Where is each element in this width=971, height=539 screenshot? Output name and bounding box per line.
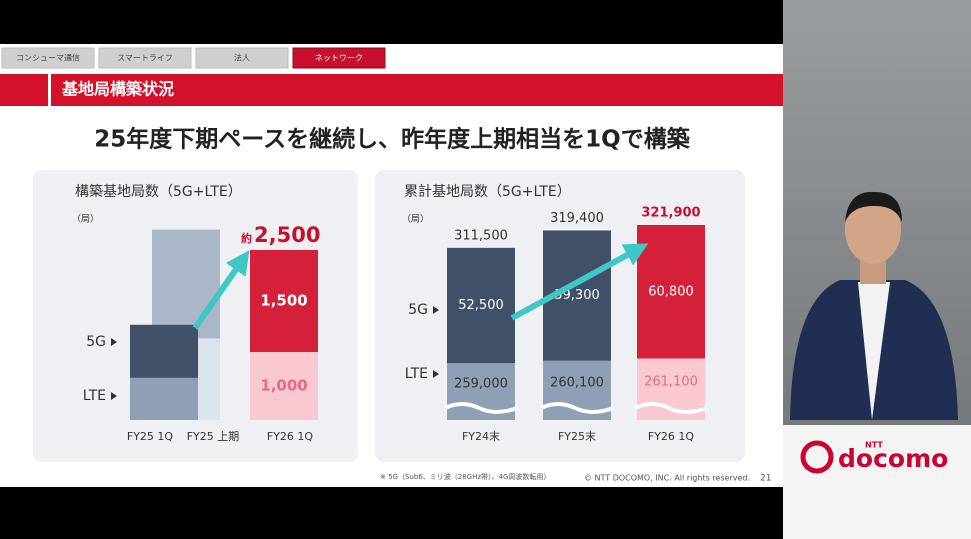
series-pointer — [433, 370, 439, 378]
value-label: 260,100 — [550, 375, 604, 390]
right-chart-title: 累計基地局数（5G+LTE） — [404, 183, 571, 200]
category-label: FY26 1Q — [648, 430, 695, 443]
value-label: 52,500 — [458, 298, 504, 313]
left-chart-title: 構築基地局数（5G+LTE） — [75, 183, 242, 200]
category-label: FY25 上期 — [187, 430, 240, 443]
category-label: FY24末 — [462, 429, 500, 443]
right-chart-unit: （局） — [402, 214, 429, 225]
series-pointer — [433, 306, 439, 314]
series-pointer — [111, 392, 117, 400]
category-label: FY26 1Q — [267, 430, 314, 443]
category-label: FY25末 — [558, 429, 596, 443]
series-label: LTE — [83, 388, 106, 404]
value-label: 60,800 — [648, 284, 694, 299]
speaker-shirt — [858, 282, 890, 420]
series-label: 5G — [86, 334, 106, 350]
total-prefix: 約 — [241, 231, 252, 245]
copyright: © NTT DOCOMO, INC. All rights reserved. — [584, 474, 750, 483]
tab — [98, 47, 192, 69]
logo-mark — [800, 440, 834, 474]
total-label: 2,500 — [254, 223, 320, 247]
tab — [195, 47, 289, 69]
left-chart-unit: （局） — [72, 214, 99, 225]
logo-brand: NTT — [865, 441, 883, 450]
speaker-hair — [845, 191, 902, 222]
value-label: 1,500 — [260, 292, 307, 310]
axis-break — [540, 402, 614, 414]
tab-label: コンシューマ通信 — [16, 53, 80, 63]
section-bar-divider — [48, 74, 51, 106]
logo-name: docomo — [838, 444, 948, 473]
axis-break — [634, 402, 708, 414]
trend-arrow — [192, 250, 250, 330]
bar-lte — [130, 377, 198, 420]
trend-arrow — [510, 243, 649, 321]
category-label: FY25 1Q — [127, 430, 174, 443]
series-pointer — [111, 338, 117, 346]
section-bar — [0, 74, 783, 106]
tab-label: スマートライフ — [117, 54, 173, 63]
tab-label: ネットワーク — [315, 54, 363, 63]
total-label: 311,500 — [454, 228, 508, 243]
total-label: 319,400 — [550, 211, 604, 226]
bar-5g — [447, 247, 515, 364]
value-label: 261,100 — [644, 374, 698, 389]
tab — [1, 47, 95, 69]
bar-5g — [250, 250, 318, 352]
tab — [292, 47, 386, 69]
series-label: 5G — [408, 302, 428, 318]
page-number: 21 — [760, 474, 771, 484]
footnote: ※ 5G（Sub6、ミリ波（28GHz帯）、4G周波数転用） — [380, 472, 550, 481]
value-label: 259,000 — [454, 377, 508, 392]
value-label: 1,000 — [260, 377, 307, 395]
speaker-head — [845, 196, 901, 264]
bar-lte — [250, 352, 318, 420]
bar-5g — [130, 324, 198, 378]
bar-5g — [152, 229, 220, 339]
tab-label: 法人 — [234, 53, 250, 63]
total-label: 321,900 — [641, 206, 700, 221]
headline: 25年度下期ペースを継続し、昨年度上期相当を1Qで構築 — [94, 126, 690, 153]
series-label: LTE — [405, 366, 428, 382]
axis-break — [444, 402, 518, 414]
section-title: 基地局構築状況 — [61, 80, 174, 99]
